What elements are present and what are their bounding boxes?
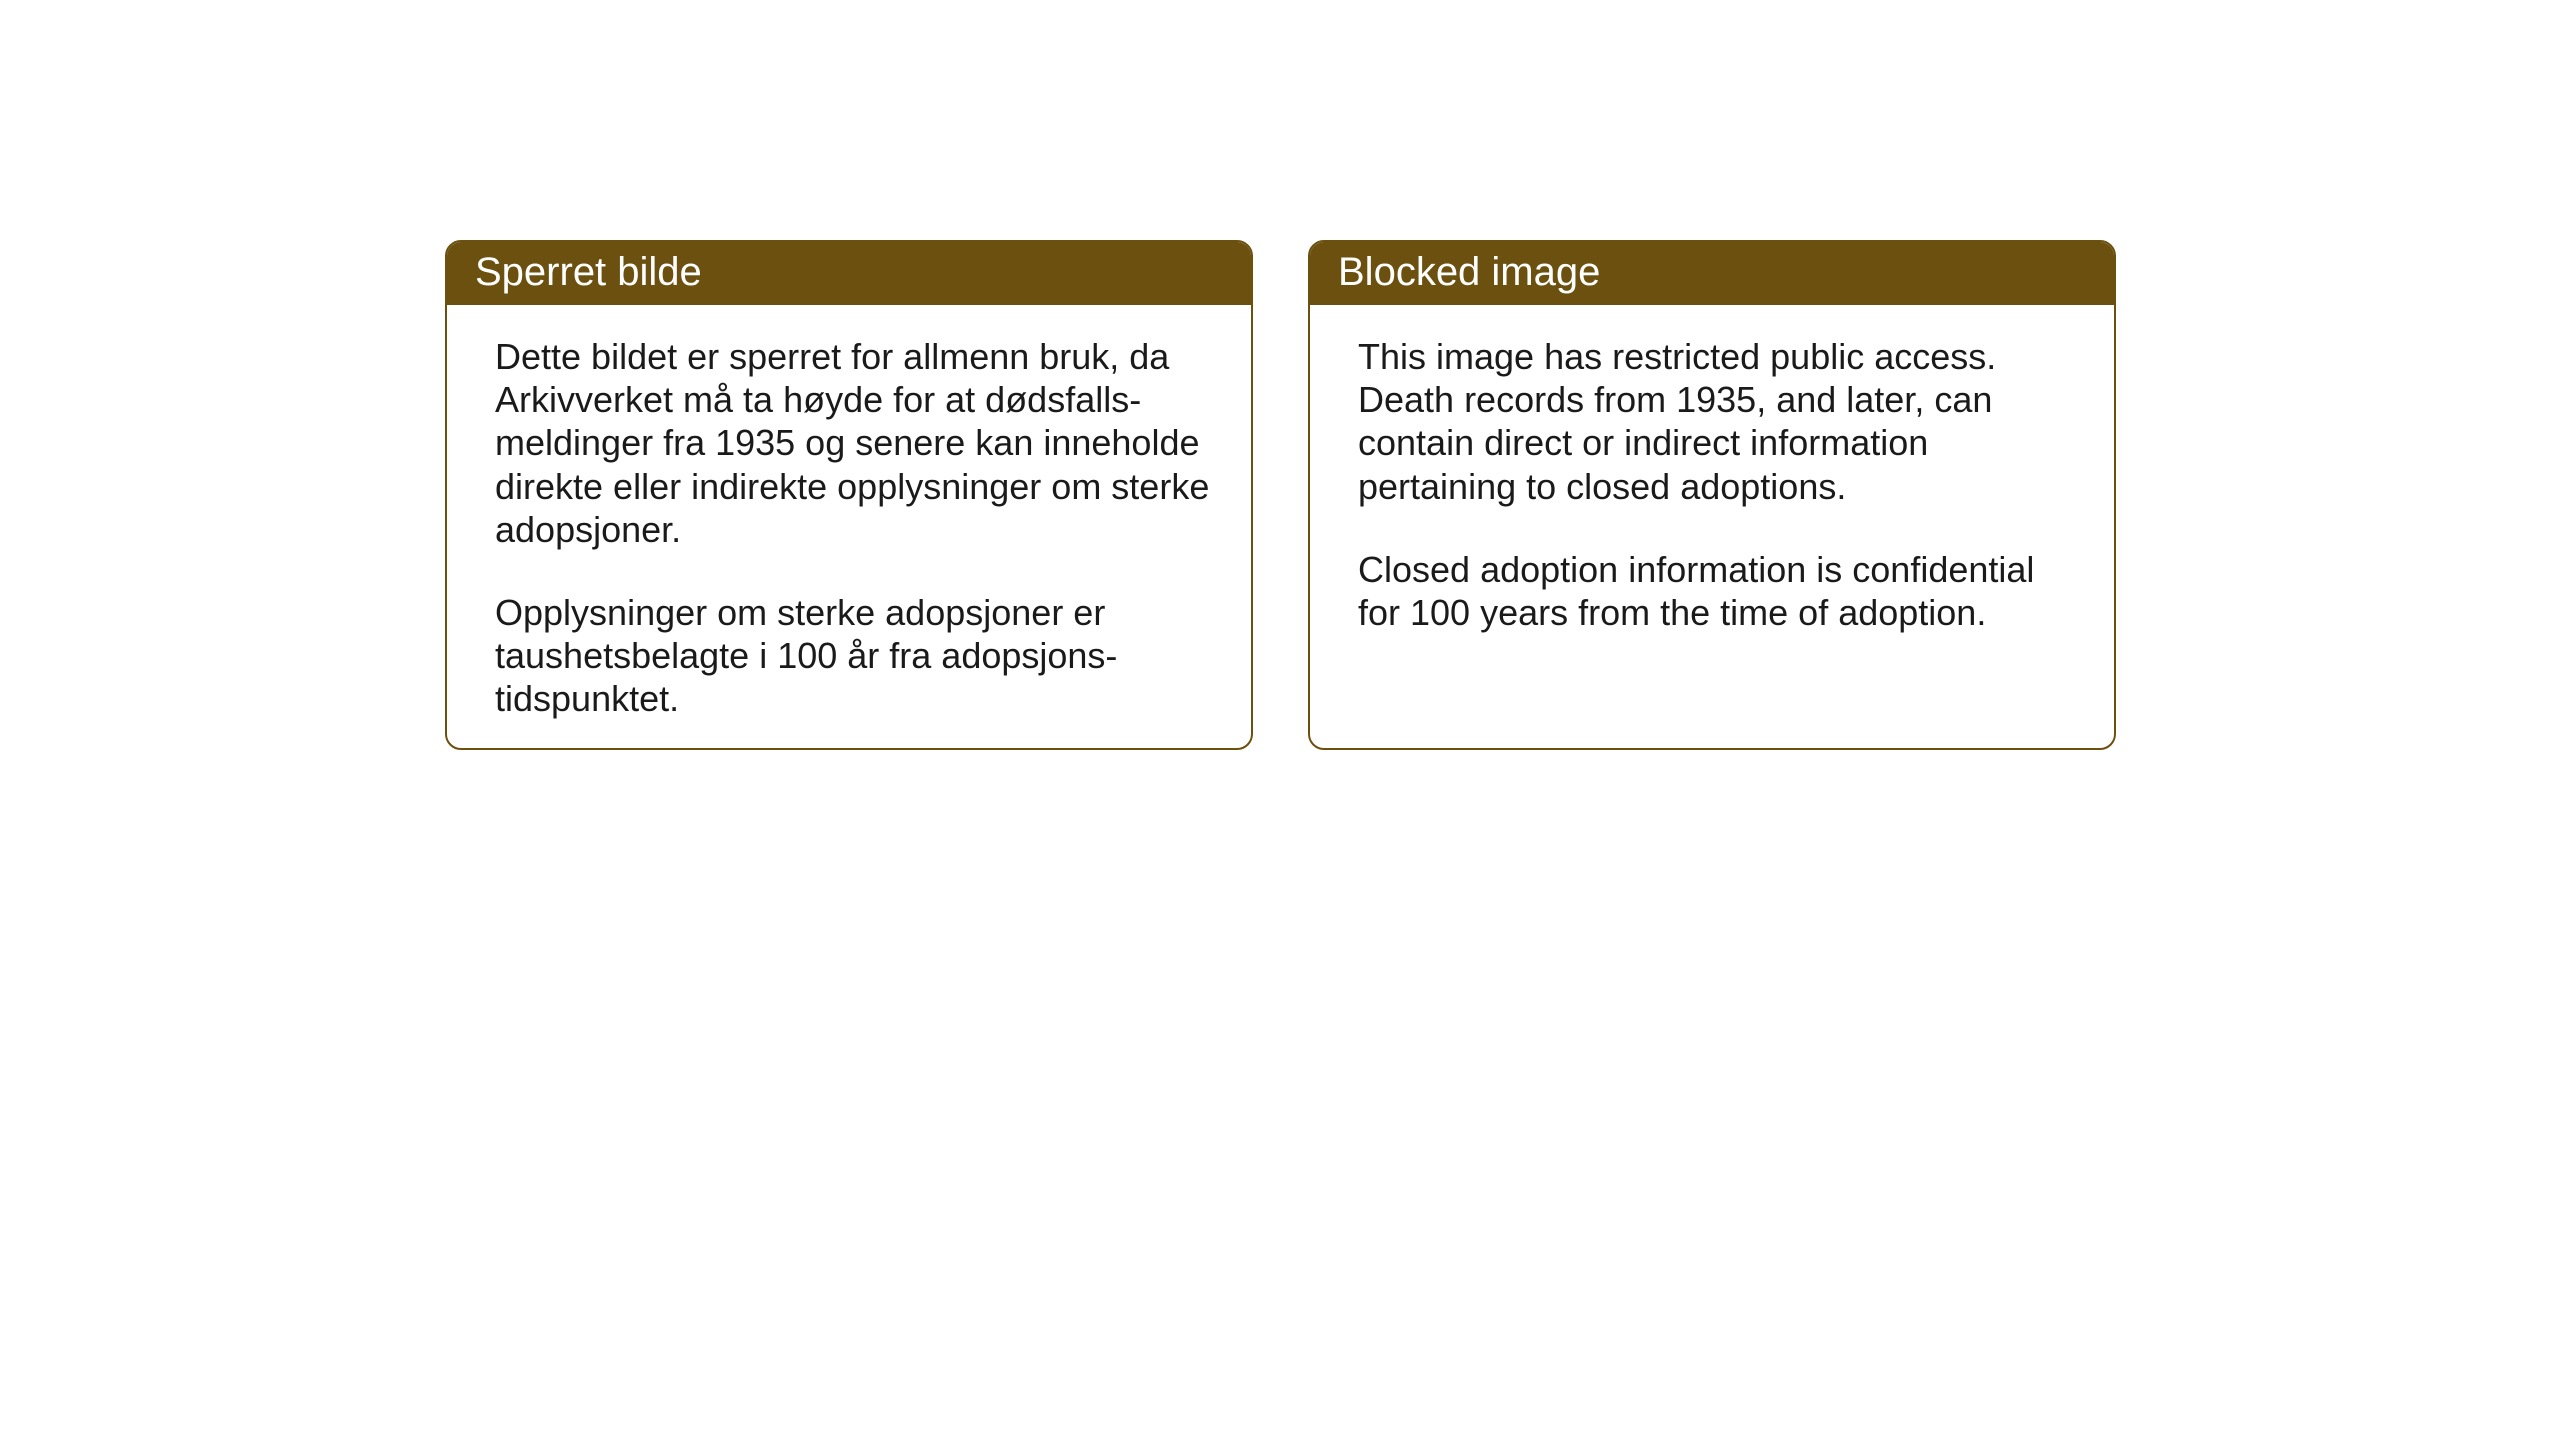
card-title-english: Blocked image xyxy=(1310,242,2114,305)
card-title-norwegian: Sperret bilde xyxy=(447,242,1251,305)
notice-container: Sperret bilde Dette bildet er sperret fo… xyxy=(445,240,2116,750)
notice-card-english: Blocked image This image has restricted … xyxy=(1308,240,2116,750)
card-paragraph: Opplysninger om sterke adopsjoner er tau… xyxy=(495,591,1211,721)
card-paragraph: Dette bildet er sperret for allmenn bruk… xyxy=(495,335,1211,551)
card-paragraph: This image has restricted public access.… xyxy=(1358,335,2074,508)
card-body-english: This image has restricted public access.… xyxy=(1310,305,2114,664)
card-body-norwegian: Dette bildet er sperret for allmenn bruk… xyxy=(447,305,1251,750)
notice-card-norwegian: Sperret bilde Dette bildet er sperret fo… xyxy=(445,240,1253,750)
card-paragraph: Closed adoption information is confident… xyxy=(1358,548,2074,634)
